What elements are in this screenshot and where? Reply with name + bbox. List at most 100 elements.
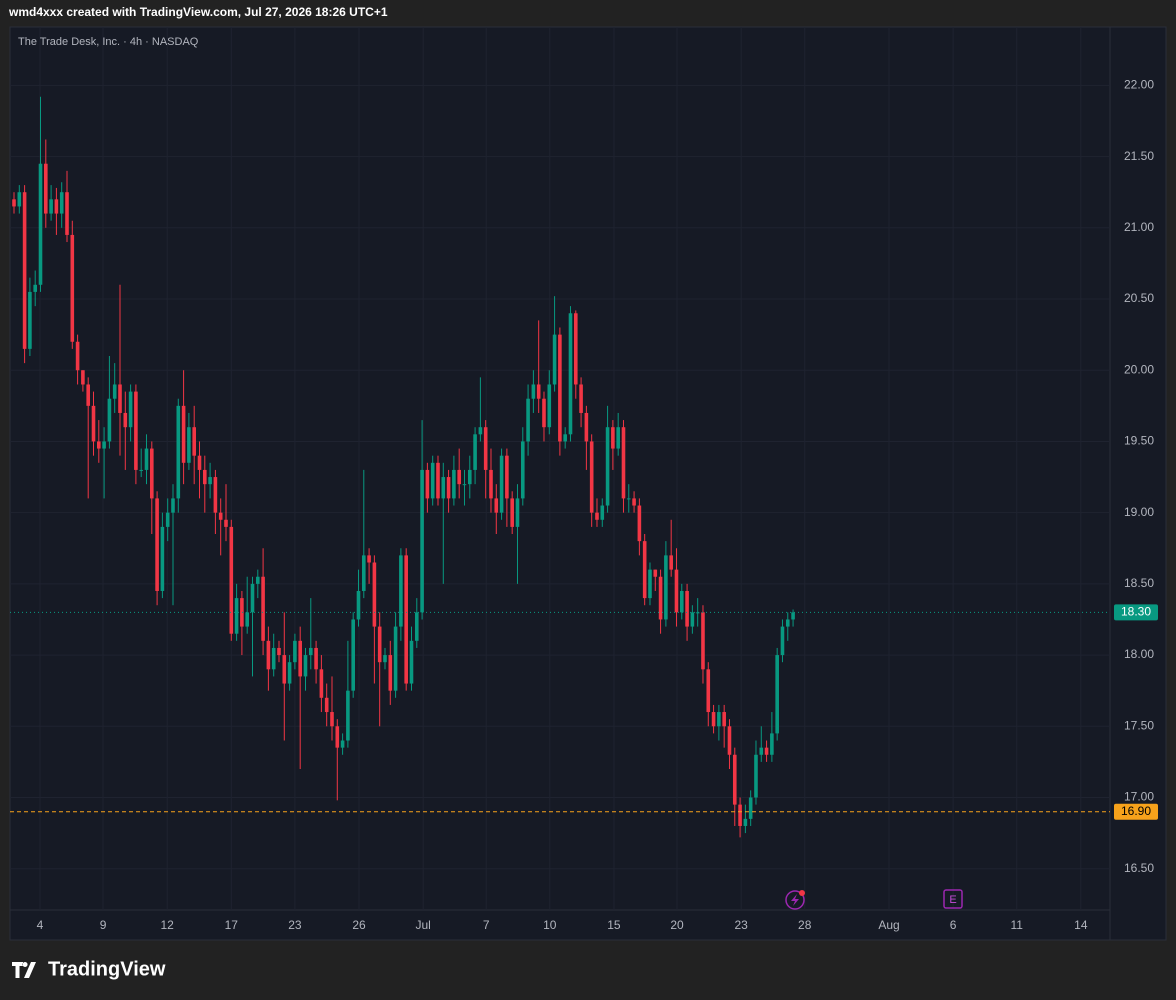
earnings-icon: [943, 889, 963, 909]
candle-body: [584, 412, 589, 442]
candle-body: [462, 484, 467, 486]
candle-body: [293, 640, 297, 663]
candle-body: [155, 498, 159, 591]
candle-body: [616, 427, 620, 449]
candle-body: [112, 384, 117, 399]
candle-body: [531, 384, 536, 399]
y-tick-label: 20.50: [1124, 291, 1154, 305]
x-tick-label: 14: [1074, 918, 1088, 932]
candle-body: [489, 469, 493, 499]
candle-body: [314, 647, 318, 670]
candle-body: [785, 619, 790, 627]
candle-body: [595, 512, 599, 520]
candle-body: [202, 469, 207, 485]
candle-body: [558, 334, 562, 442]
axes: 16.50 17.00 17.50 18.00 18.50 19.00 19.50 20.00…: [37, 78, 1158, 932]
candle-body: [446, 477, 451, 499]
candle-body: [611, 427, 615, 449]
y-tick-label: 20.00: [1124, 362, 1154, 376]
candle-body: [65, 192, 69, 235]
candle-body: [96, 441, 101, 449]
candle-body: [128, 391, 133, 428]
candle-body: [547, 384, 552, 428]
candle-body: [250, 583, 255, 613]
candle-body: [727, 726, 732, 755]
candle-body: [499, 455, 504, 513]
candle-body: [457, 469, 461, 485]
candle-body: [340, 740, 345, 748]
candle-body: [669, 555, 673, 570]
candle-body: [187, 427, 191, 463]
candle-body: [181, 405, 186, 463]
candle-body: [54, 199, 59, 214]
candle-body: [605, 427, 610, 506]
candle-body: [102, 441, 106, 449]
candle-body: [425, 469, 430, 499]
candle-body: [414, 612, 419, 641]
candle-body: [361, 555, 366, 591]
y-tick-label: 17.50: [1124, 718, 1154, 732]
candle-body: [171, 498, 175, 513]
candle-body: [271, 647, 276, 670]
candle-body: [303, 655, 308, 677]
candle-body: [176, 405, 181, 499]
candle-body: [664, 555, 668, 620]
candle-body: [123, 412, 128, 428]
candle-body: [743, 818, 748, 826]
chart-title: The Trade Desk, Inc. · 4h · NASDAQ: [18, 36, 199, 48]
candle-body: [764, 747, 769, 755]
candle-body: [367, 555, 371, 563]
candle-body: [218, 512, 223, 520]
last-price-badge: [1114, 604, 1158, 621]
candle-body: [621, 427, 626, 499]
price-line-badge: [1114, 803, 1158, 820]
candle-body: [134, 391, 138, 470]
candle-body: [383, 655, 387, 663]
candle-body: [732, 754, 737, 805]
candle-body: [261, 576, 265, 641]
candle-body: [706, 669, 711, 713]
y-tick-label: 17.00: [1124, 790, 1154, 804]
x-tick-label: 6: [950, 918, 957, 932]
candle-body: [377, 626, 382, 663]
candle-body: [144, 448, 149, 470]
candle-body: [224, 519, 228, 527]
y-tick-label: 16.50: [1124, 861, 1154, 875]
x-tick-label: 28: [798, 918, 812, 932]
candle-body: [780, 626, 785, 656]
candle-body: [632, 498, 636, 506]
chart-panel: [9, 26, 1167, 941]
candle-body: [75, 341, 80, 371]
candle-body: [770, 733, 774, 755]
candle-body: [91, 405, 96, 442]
candle-body: [356, 590, 361, 620]
x-tick-label: Jul: [415, 918, 430, 932]
candle-body: [59, 192, 64, 214]
candle-body: [208, 477, 212, 485]
x-tick-label: 15: [607, 918, 621, 932]
candle-body: [552, 334, 557, 385]
candle-body: [536, 384, 541, 399]
candle-body: [86, 384, 90, 406]
candle-body: [520, 441, 525, 499]
x-tick-label: 11: [1010, 918, 1023, 932]
candle-body: [149, 448, 154, 499]
x-tick-label: 23: [734, 918, 748, 932]
x-tick-label: 17: [225, 918, 239, 932]
candle-body: [695, 612, 700, 614]
candle-body: [409, 640, 414, 684]
candle-body: [478, 427, 483, 435]
candle-body: [573, 313, 578, 385]
candle-body: [568, 313, 573, 435]
last-price-label: 18.30: [1121, 605, 1151, 619]
y-tick-label: 19.50: [1124, 434, 1154, 448]
x-tick-label: Aug: [878, 918, 899, 932]
candle-body: [759, 747, 764, 755]
plot: [10, 96, 1110, 838]
x-tick-label: 4: [37, 918, 44, 932]
candle-body: [277, 647, 281, 656]
candle-body: [674, 569, 679, 613]
candle-body: [690, 612, 695, 627]
candle-body: [335, 726, 340, 748]
